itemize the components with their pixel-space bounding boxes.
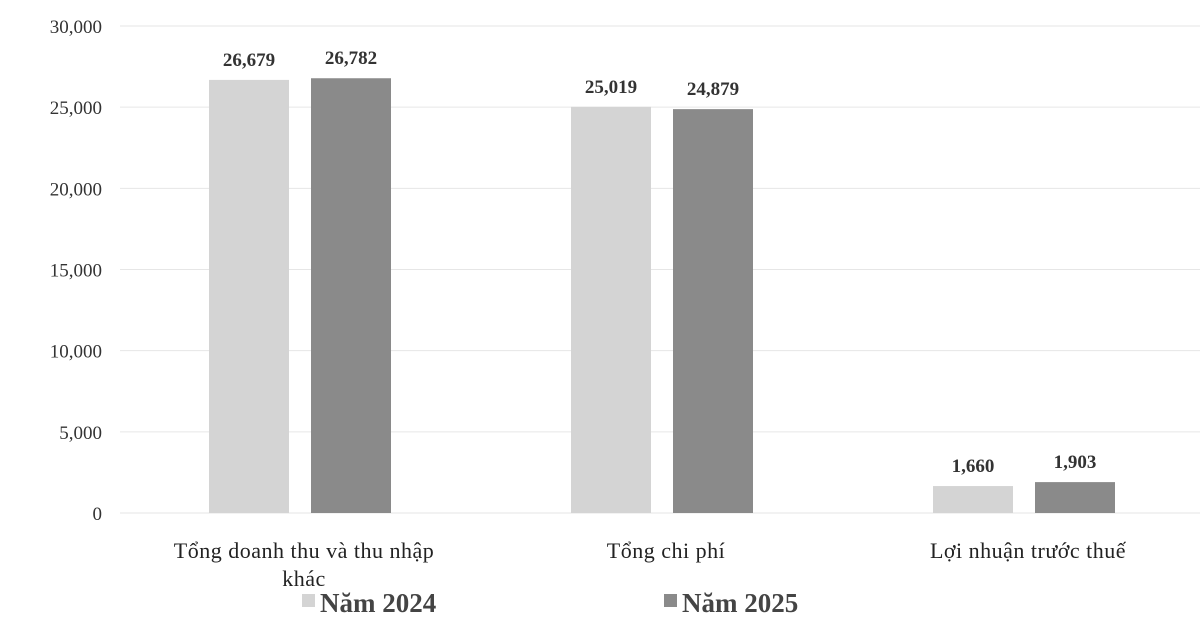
bar: [1035, 482, 1115, 513]
category-label: Tổng doanh thu và thu nhập: [174, 538, 434, 563]
legend-swatch: [302, 594, 315, 607]
category-label: Lợi nhuận trước thuế: [930, 538, 1127, 563]
category-label: khác: [282, 566, 326, 591]
data-label: 24,879: [687, 79, 739, 100]
data-label: 26,679: [223, 50, 275, 71]
data-labels: 26,679 25,019 1,660 26,782 24,879 1,903: [223, 48, 1097, 477]
legend-label: Năm 2024: [320, 588, 436, 618]
bar: [311, 78, 391, 514]
data-label: 1,660: [952, 456, 995, 477]
bar: [571, 106, 651, 514]
bar: [209, 79, 289, 514]
bars: [209, 78, 1115, 514]
legend-label: Năm 2025: [682, 588, 798, 618]
data-label: 25,019: [585, 77, 637, 98]
bar: [933, 486, 1013, 513]
legend: Năm 2024 Năm 2025: [302, 588, 798, 618]
y-tick-label: 25,000: [50, 98, 102, 119]
gridlines: [120, 25, 1200, 514]
y-axis-tick-labels: 0 5,000 10,000 15,000 20,000 25,000 30,000: [50, 17, 102, 525]
y-tick-label: 0: [93, 504, 103, 525]
y-tick-label: 10,000: [50, 342, 102, 363]
bar: [673, 109, 753, 514]
y-tick-label: 30,000: [50, 17, 102, 38]
legend-swatch: [664, 594, 677, 607]
data-label: 1,903: [1054, 452, 1097, 473]
category-label: Tổng chi phí: [607, 538, 725, 563]
data-label: 26,782: [325, 48, 377, 69]
y-tick-label: 20,000: [50, 179, 102, 200]
category-labels: Tổng doanh thu và thu nhập khác Tổng chi p…: [174, 538, 1127, 591]
y-tick-label: 5,000: [59, 423, 102, 444]
y-tick-label: 15,000: [50, 261, 102, 282]
